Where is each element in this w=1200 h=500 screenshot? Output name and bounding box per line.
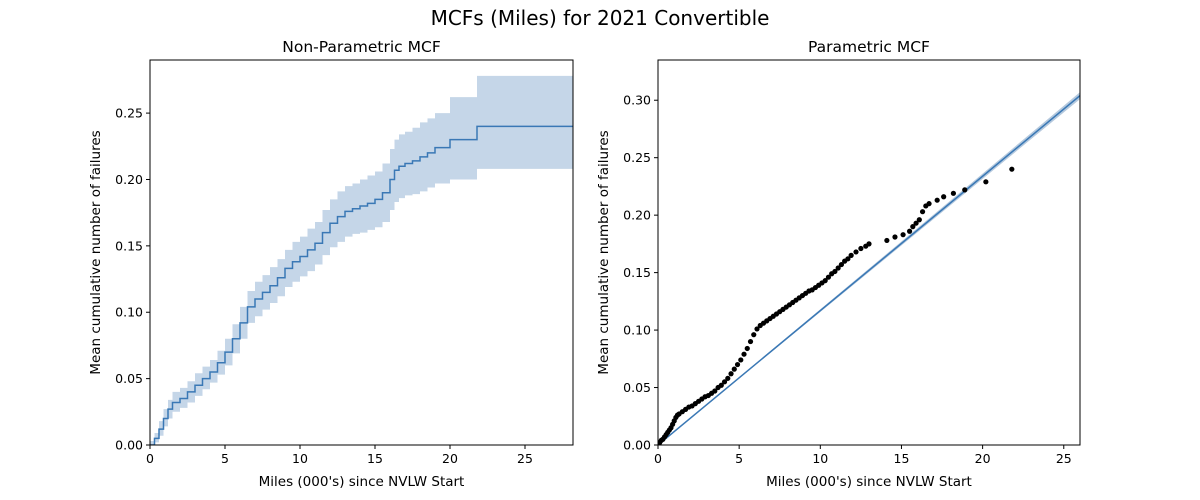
data-point	[845, 256, 851, 262]
data-point	[853, 249, 859, 255]
panel-title: Non-Parametric MCF	[282, 38, 441, 56]
data-point	[919, 209, 926, 215]
y-tick-label: 0.10	[623, 323, 651, 338]
plot-area	[150, 75, 573, 445]
data-point	[725, 375, 731, 381]
data-point	[721, 379, 728, 385]
x-tick-label: 5	[735, 451, 743, 466]
data-point	[934, 197, 940, 203]
y-axis-label: Mean cumulative number of failures	[596, 130, 612, 374]
data-point	[825, 274, 832, 280]
y-tick-label: 0.20	[623, 208, 651, 223]
mcf-step-line	[150, 125, 573, 445]
panel-title: Parametric MCF	[808, 38, 930, 56]
x-tick-label: 10	[812, 451, 828, 466]
axes-frame	[657, 59, 1081, 446]
x-tick-label: 0	[654, 451, 662, 466]
y-tick-label: 0.10	[115, 305, 143, 320]
data-point	[744, 345, 750, 352]
x-tick-label: 5	[221, 451, 229, 466]
y-tick-label: 0.25	[623, 150, 651, 165]
y-tick-label: 0.20	[115, 172, 143, 187]
axes-frame	[149, 59, 574, 446]
data-point	[910, 224, 916, 230]
data-point	[892, 234, 898, 240]
data-point	[916, 217, 922, 223]
x-tick-label: 20	[975, 451, 991, 466]
y-tick-label: 0.30	[623, 93, 651, 108]
x-tick-label: 15	[894, 451, 910, 466]
parametric-mcf-panel: 0 5 10 15 20 25 0.00 0.05 0.10 0.15 0.20 0.25 0.30 Pa…	[596, 38, 1081, 490]
data-point	[1009, 166, 1015, 172]
data-point	[835, 265, 841, 271]
data-point	[950, 190, 957, 196]
fit-line	[658, 95, 1080, 445]
data-point	[712, 388, 718, 394]
confidence-band	[150, 75, 573, 445]
x-axis-label: Miles (000's) since NVLW Start	[259, 474, 465, 490]
y-tick-label: 0.05	[623, 380, 651, 395]
data-point	[913, 220, 919, 226]
plot-area	[658, 92, 1080, 445]
x-tick-label: 20	[442, 451, 458, 466]
data-point	[718, 382, 724, 388]
data-point	[884, 237, 890, 244]
x-tick-label: 25	[1056, 451, 1072, 466]
data-point	[731, 366, 737, 372]
y-tick-label: 0.15	[115, 238, 143, 253]
x-axis-label: Miles (000's) since NVLW Start	[766, 474, 972, 490]
data-point	[822, 278, 828, 284]
x-tick-label: 25	[517, 451, 533, 466]
x-tick-label: 0	[146, 451, 154, 466]
y-tick-label: 0.00	[115, 438, 143, 453]
data-point	[751, 332, 757, 338]
data-point	[728, 371, 734, 377]
data-point	[832, 268, 838, 275]
data-point	[926, 201, 932, 207]
data-point	[848, 252, 854, 258]
y-tick-label: 0.05	[115, 371, 143, 386]
data-point	[906, 228, 913, 234]
y-tick-label: 0.00	[623, 438, 651, 453]
y-axis-label: Mean cumulative number of failures	[88, 130, 104, 374]
data-point	[734, 361, 741, 368]
y-tick-label: 0.25	[115, 106, 143, 121]
y-tick-label: 0.15	[623, 265, 651, 280]
data-point	[838, 261, 845, 268]
data-point	[900, 232, 906, 238]
x-tick-label: 10	[292, 451, 308, 466]
data-point	[858, 245, 864, 252]
data-point	[754, 326, 760, 332]
non-parametric-mcf-panel: 0 5 10 15 20 25 0.00 0.05 0.10 0.15 0.20 0.25 Non-Pa…	[88, 38, 574, 490]
data-point	[747, 338, 754, 345]
data-point	[962, 187, 968, 193]
figure-title: MCFs (Miles) for 2021 Convertible	[431, 6, 770, 30]
x-tick-label: 15	[367, 451, 383, 466]
data-point	[983, 179, 989, 185]
data-point	[941, 194, 947, 200]
data-point	[738, 357, 744, 363]
data-point	[866, 241, 872, 247]
data-point	[741, 351, 747, 357]
